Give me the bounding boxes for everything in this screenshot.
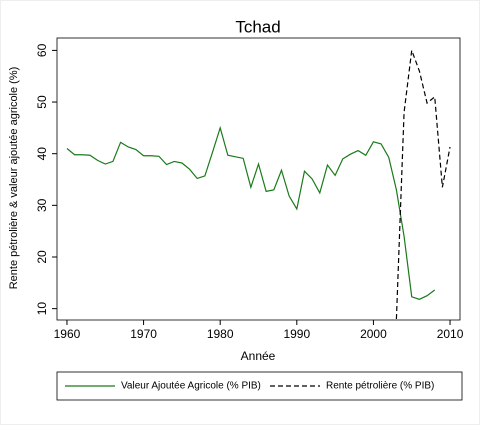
x-axis-label: Année (241, 349, 276, 363)
series-line (66, 125, 436, 300)
y-tick-label: 50 (35, 95, 49, 109)
legend-label: Rente pétrolière (% PIB) (326, 381, 434, 392)
y-tick-label: 20 (35, 250, 49, 264)
x-tick-label: 1970 (130, 327, 157, 341)
series-line (395, 50, 451, 319)
x-tick-label: 1990 (283, 327, 310, 341)
x-tick-label: 1980 (207, 327, 234, 341)
chart-title: Tchad (235, 17, 280, 36)
x-tick-label: 2010 (437, 327, 464, 341)
x-tick-label: 1960 (54, 327, 81, 341)
legend-box (56, 371, 463, 401)
plot-frame (56, 37, 461, 321)
x-tick-label: 2000 (360, 327, 387, 341)
y-tick-label: 10 (35, 302, 49, 316)
y-tick-label: 40 (35, 147, 49, 161)
y-tick-label: 30 (35, 198, 49, 212)
y-axis-label: Rente pétrolière & valeur ajoutée agrico… (8, 67, 20, 290)
y-tick-label: 60 (35, 43, 49, 57)
legend-label: Valeur Ajoutée Agricole (% PIB) (121, 381, 261, 392)
